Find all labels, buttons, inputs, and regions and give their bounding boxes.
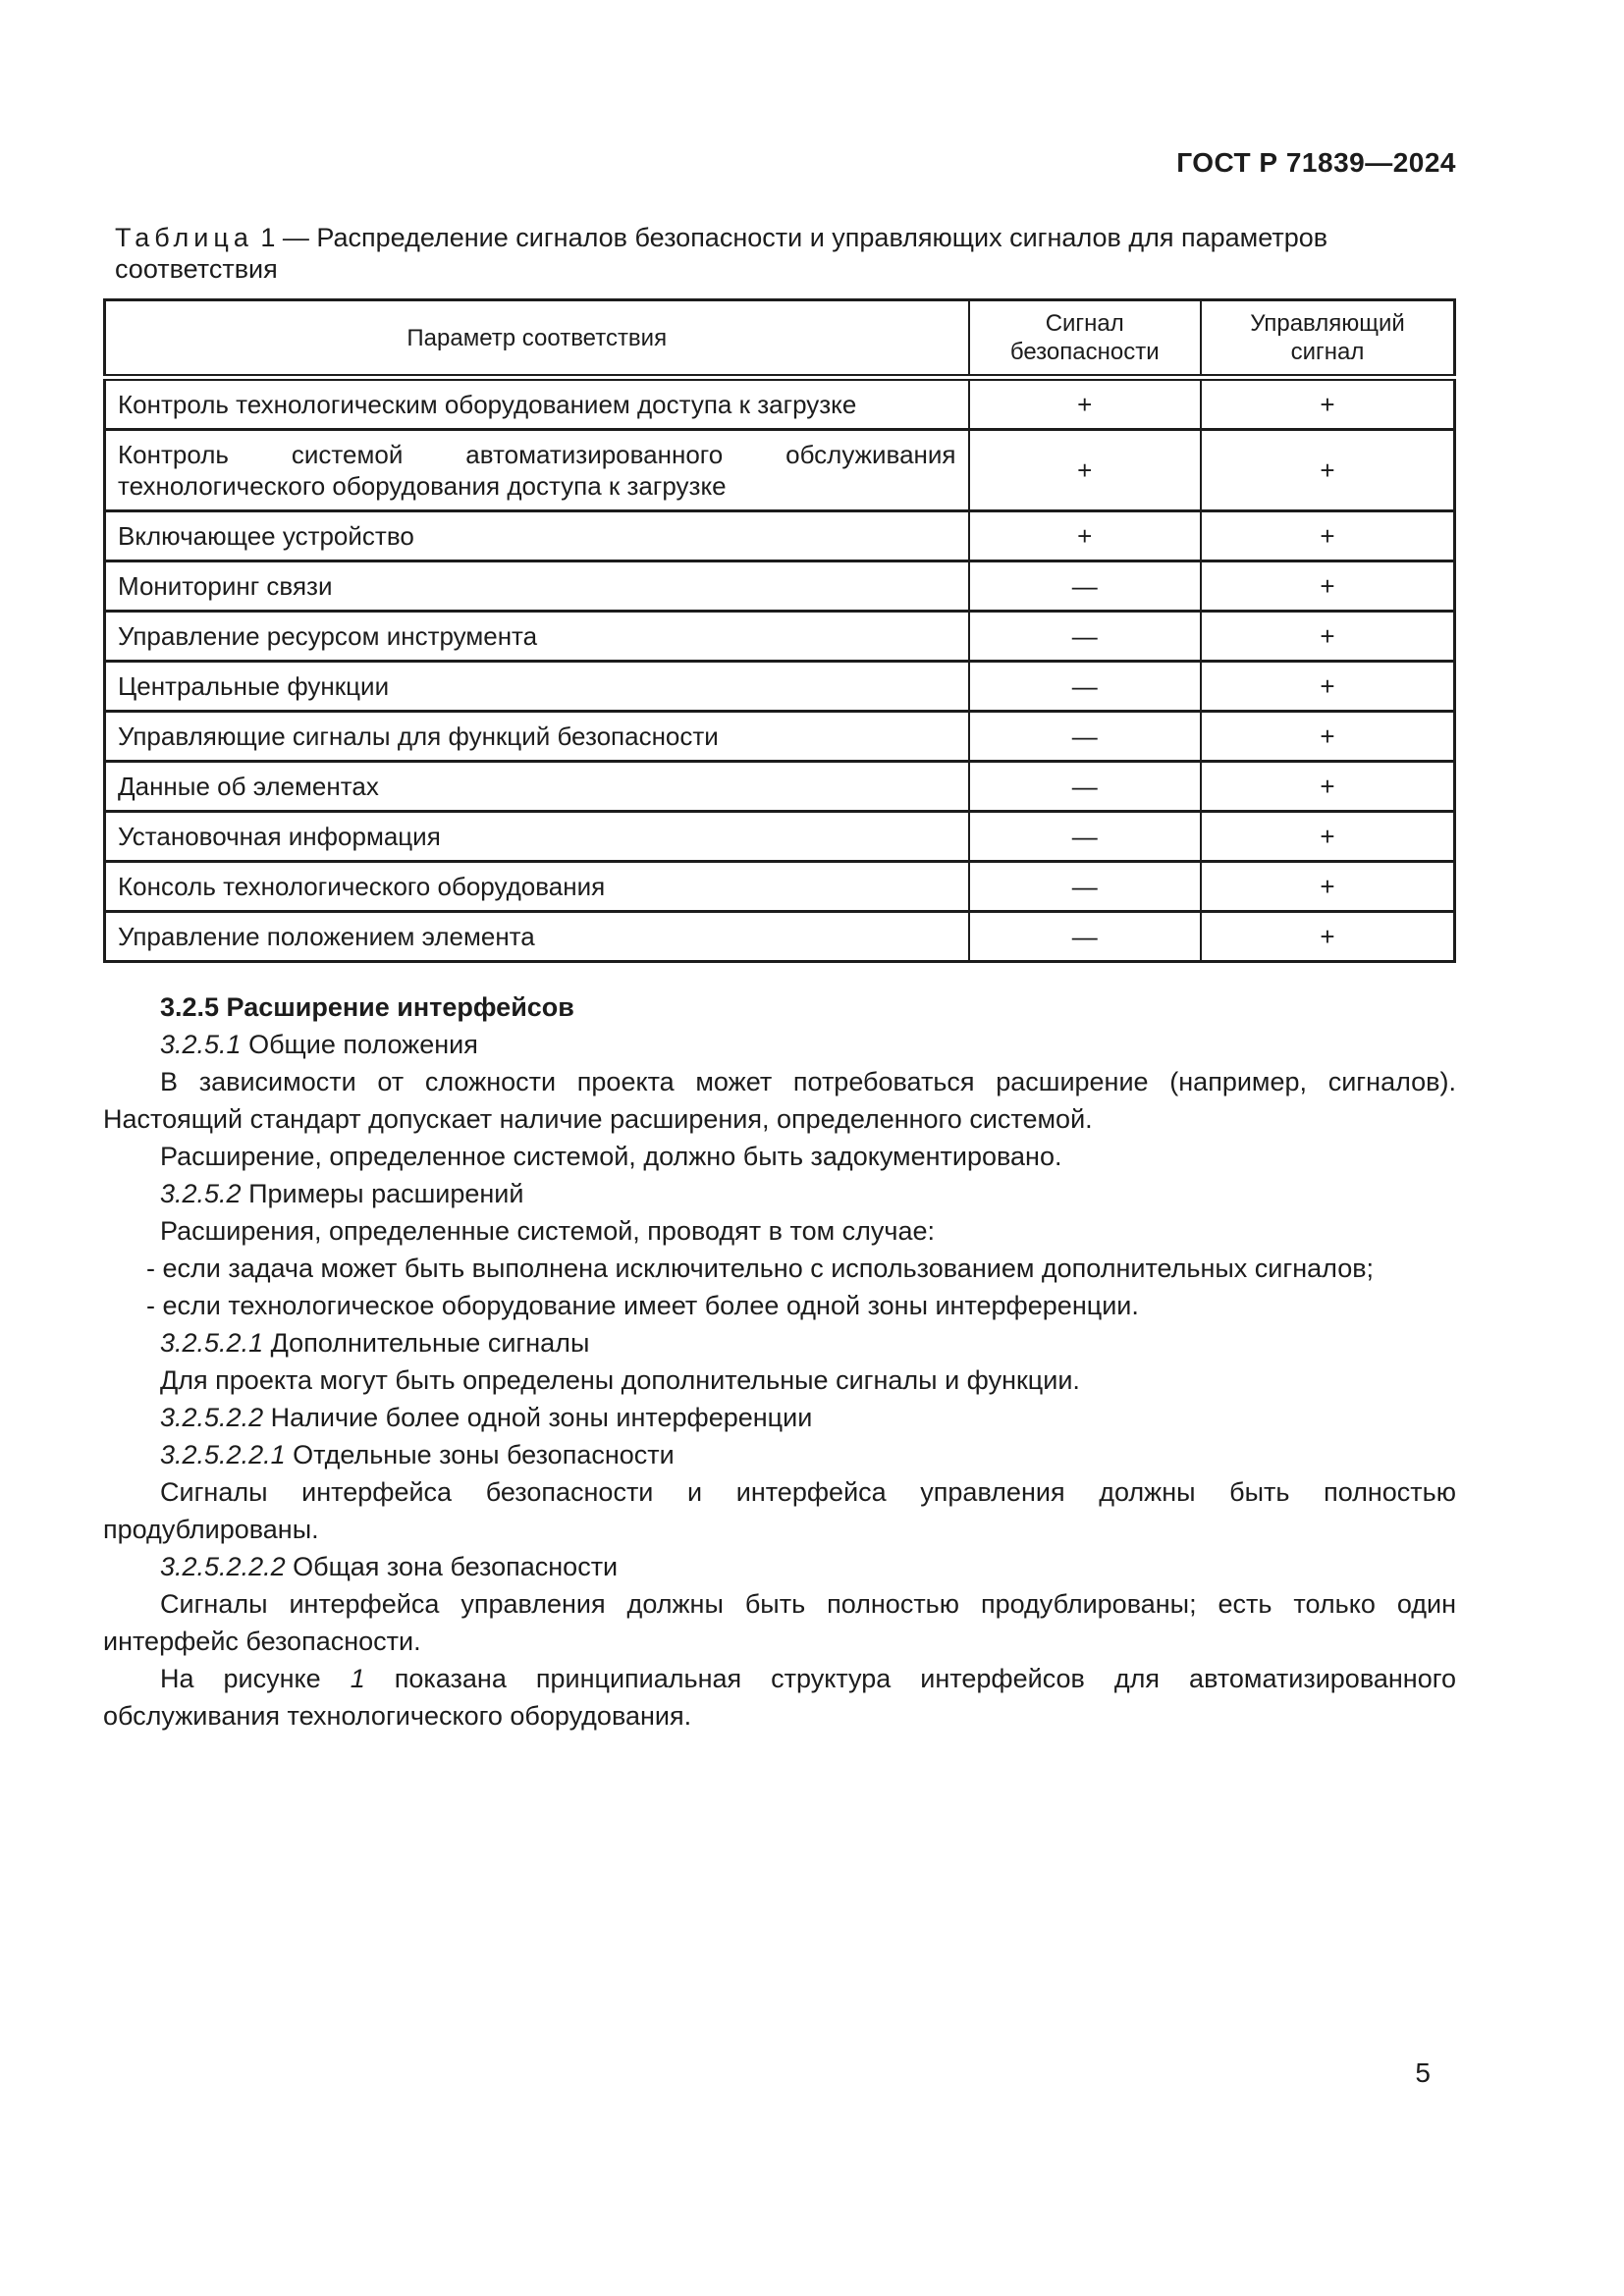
table-cell-control: + (1200, 428, 1455, 511)
table-cell-param: Управление положением элемента (104, 910, 969, 962)
paragraph: Расширение, определенное системой, должн… (160, 1142, 1062, 1171)
subclause-number: 3.2.5.2.1 (160, 1328, 264, 1358)
paragraph: В зависимости от сложности проекта может… (103, 1067, 1456, 1134)
list-item: - если технологическое оборудование имее… (146, 1291, 1139, 1320)
page-content: Таблица 1 — Распределение сигналов безоп… (103, 222, 1456, 1735)
clause-heading: 3.2.5 Расширение интерфейсов (160, 992, 574, 1022)
table-cell-control: + (1200, 660, 1455, 712)
table-cell-param: Управляющие сигналы для функций безопасн… (104, 710, 969, 762)
table-cell-safety: — (967, 760, 1201, 812)
table-cell-safety: + (967, 428, 1201, 511)
table-cell-param: Мониторинг связи (104, 560, 969, 612)
table-cell-param: Данные об элементах (104, 760, 969, 812)
table-cell-param: Включающее устройство (104, 509, 969, 561)
table-body: Контроль технологическим оборудованием д… (104, 377, 1455, 962)
text-segment: показана принципиальная структура интерф… (103, 1664, 1456, 1731)
table-cell-safety: — (967, 560, 1201, 612)
table-row: Контроль системой автоматизированного об… (104, 428, 1455, 511)
table-cell-safety: — (967, 860, 1201, 912)
subclause-heading: 3.2.5.2.2.2 Общая зона безопасности (160, 1552, 619, 1581)
page-number: 5 (1415, 2057, 1431, 2088)
table-row: Контроль технологическим оборудованием д… (105, 377, 1455, 430)
table-row: Мониторинг связи — + (104, 560, 1455, 612)
subclause-heading: 3.2.5.1 Общие положения (160, 1030, 478, 1059)
table-cell-control: + (1200, 560, 1455, 612)
table-row: Включающее устройство + + (104, 509, 1455, 561)
table-caption-text: 1 — Распределение сигналов безопасности … (115, 223, 1328, 284)
table-cell-param: Установочная информация (104, 810, 969, 862)
body-text: 3.2.5 Расширение интерфейсов 3.2.5.1 Общи… (103, 988, 1456, 1735)
table-cell-control: + (1200, 760, 1455, 812)
paragraph: Для проекта могут быть определены дополн… (160, 1365, 1080, 1395)
table-header-cell-control: Управляющий сигнал (1200, 299, 1455, 381)
table-cell-safety: — (967, 810, 1201, 862)
paragraph: Расширения, определенные системой, прово… (160, 1216, 936, 1246)
paragraph: Сигналы интерфейса управления должны быт… (103, 1589, 1456, 1656)
subclause-heading: 3.2.5.2.1 Дополнительные сигналы (160, 1328, 590, 1358)
table-cell-safety: — (967, 660, 1201, 712)
table-header-cell-safety: Сигнал безопасности (967, 299, 1201, 381)
table-cell-param: Контроль системой автоматизированного об… (104, 428, 969, 511)
table-cell-param: Центральные функции (104, 660, 969, 712)
table-cell-param: Управление ресурсом инструмента (104, 610, 969, 662)
subclause-heading: 3.2.5.2.2 Наличие более одной зоны интер… (160, 1403, 813, 1432)
signals-distribution-table: Параметр соответствия Сигнал безопасност… (103, 298, 1456, 963)
table-cell-control: + (1200, 860, 1455, 912)
table-cell-control: + (1200, 377, 1455, 430)
table-cell-control: + (1200, 910, 1455, 962)
table-cell-safety: + (967, 377, 1201, 430)
table-cell-control: + (1200, 610, 1455, 662)
table-row: Управляющие сигналы для функций безопасн… (104, 710, 1455, 762)
table-cell-safety: — (967, 910, 1201, 962)
paragraph: Сигналы интерфейса безопасности и интерф… (103, 1477, 1456, 1544)
table-cell-param: Контроль технологическим оборудованием д… (118, 390, 857, 419)
subclause-number: 3.2.5.2.2.2 (160, 1552, 286, 1581)
table-cell-safety: — (967, 710, 1201, 762)
table-caption-word: Таблица (115, 223, 253, 252)
table-row: Управление положением элемента — + (104, 910, 1455, 962)
subclause-heading: 3.2.5.2 Примеры расширений (160, 1179, 524, 1208)
table-cell-param: Консоль технологического оборудования (104, 860, 969, 912)
table-row: Управление ресурсом инструмента — + (104, 610, 1455, 662)
table-header-row: Параметр соответствия Сигнал безопасност… (104, 299, 1455, 381)
table-row: Установочная информация — + (104, 810, 1455, 862)
figure-reference-number: 1 (350, 1664, 365, 1693)
table-cell-control: + (1200, 710, 1455, 762)
table-header-cell-param: Параметр соответствия (104, 299, 969, 381)
table-row: Консоль технологического оборудования — + (104, 860, 1455, 912)
table-cell-safety: — (967, 610, 1201, 662)
subclause-number: 3.2.5.1 (160, 1030, 242, 1059)
subclause-number: 3.2.5.2.2.1 (160, 1440, 286, 1469)
subclause-heading: 3.2.5.2.2.1 Отдельные зоны безопасности (160, 1440, 675, 1469)
text-segment: На рисунке (160, 1664, 351, 1693)
table-cell-control: + (1200, 810, 1455, 862)
table-cell-control: + (1200, 509, 1455, 561)
standard-designation: ГОСТ Р 71839—2024 (1176, 147, 1456, 178)
paragraph: На рисунке 1 показана принципиальная стр… (103, 1660, 1456, 1735)
list-item: - если задача может быть выполнена исклю… (146, 1254, 1375, 1283)
subclause-number: 3.2.5.2.2 (160, 1403, 264, 1432)
table-header: Параметр соответствия Сигнал безопасност… (104, 299, 1455, 381)
subclause-number: 3.2.5.2 (160, 1179, 242, 1208)
table-row: Данные об элементах — + (104, 760, 1455, 812)
table-caption: Таблица 1 — Распределение сигналов безоп… (115, 222, 1456, 285)
table-cell-safety: + (967, 509, 1201, 561)
table-row: Центральные функции — + (104, 660, 1455, 712)
